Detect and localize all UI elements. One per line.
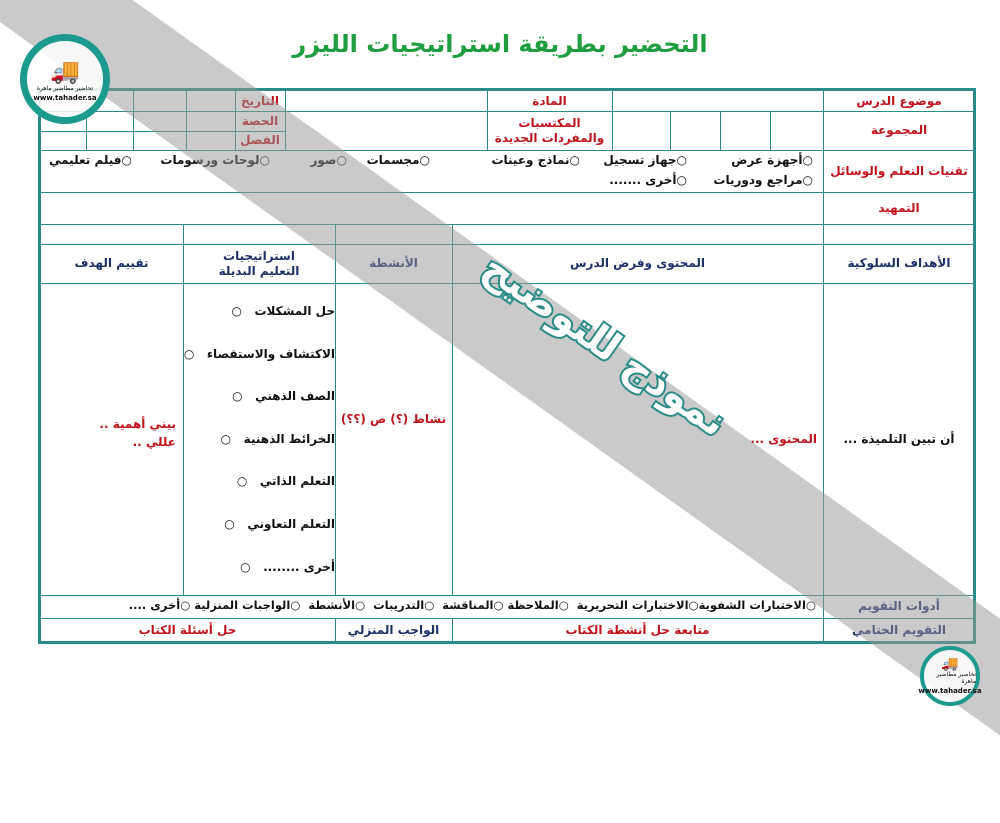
- strategy-item[interactable]: الصف الذهني ○: [232, 389, 335, 403]
- strategy-item[interactable]: حل المشكلات ○: [231, 304, 335, 318]
- truck-icon: 🚚: [941, 656, 959, 672]
- homework-label: الواجب المنزلي: [347, 623, 440, 637]
- strategy-item[interactable]: التعلم الذاتي ○: [236, 474, 335, 488]
- tech-option[interactable]: ○أجهزة عرض: [731, 153, 813, 167]
- evaluation-text: بيني أهمية .. عللي ..: [99, 417, 176, 449]
- strategy-item[interactable]: الخرائط الذهنية ○: [220, 432, 335, 446]
- content-text: المحتوى ...: [750, 432, 817, 446]
- logo-top: 🚚 تحاضير مطاضير ماهرة www.tahader.sa: [20, 34, 110, 124]
- page-title: التحضير بطريقة استراتيجيات الليزر: [292, 30, 708, 58]
- tech-option[interactable]: ○مجسمات: [366, 153, 430, 167]
- logo-bottom: 🚚 تحاضير مطاضير ماهرة www.tahader.sa: [918, 646, 982, 706]
- activity-text: نشاط (؟) ص (؟؟): [340, 411, 447, 426]
- objective-text: أن تبين التلميذة ...: [843, 431, 955, 446]
- subject-label: المادة: [532, 93, 567, 108]
- tech-option[interactable]: ○نماذج وعينات: [491, 153, 580, 167]
- truck-icon: 🚚: [50, 56, 80, 85]
- objectives-header: الأهداف السلوكية: [847, 256, 951, 270]
- assessment-options[interactable]: ○الاختبارات الشفوية○الاختبارات التحريرية…: [128, 598, 816, 612]
- strategies-header: استراتيجيات التعليم البديلة: [218, 248, 300, 278]
- tech-label: تقنيات التعلم والوسائل: [830, 163, 968, 178]
- lesson-plan-table: [38, 88, 976, 644]
- tech-option[interactable]: ○أخرى .......: [609, 173, 687, 187]
- tech-option[interactable]: ○مراجع ودوريات: [713, 173, 813, 187]
- followup-text: متابعة حل أنشطة الكتاب: [565, 623, 710, 637]
- tech-option[interactable]: ○فيلم تعليمي: [49, 153, 132, 167]
- homework-text: حل أسئلة الكتاب: [138, 623, 237, 637]
- acquired-vocab-label: المكتسبات والمفردات الجديدة: [494, 115, 605, 145]
- intro-label: التمهيد: [878, 200, 920, 215]
- lesson-topic-label: موضوع الدرس: [856, 93, 942, 108]
- strategy-item[interactable]: أخرى ........ ○: [240, 560, 335, 574]
- tech-option[interactable]: ○جهاز تسجيل: [603, 153, 687, 167]
- evaluation-header: تقييم الهدف: [74, 256, 149, 270]
- strategy-item[interactable]: التعلم التعاوني ○: [224, 517, 335, 531]
- strategy-item[interactable]: الاكتشاف والاستقصاء ○: [183, 347, 335, 361]
- group-label: المجموعة: [870, 123, 928, 137]
- content-header: المحتوى وفرض الدرس: [569, 256, 706, 270]
